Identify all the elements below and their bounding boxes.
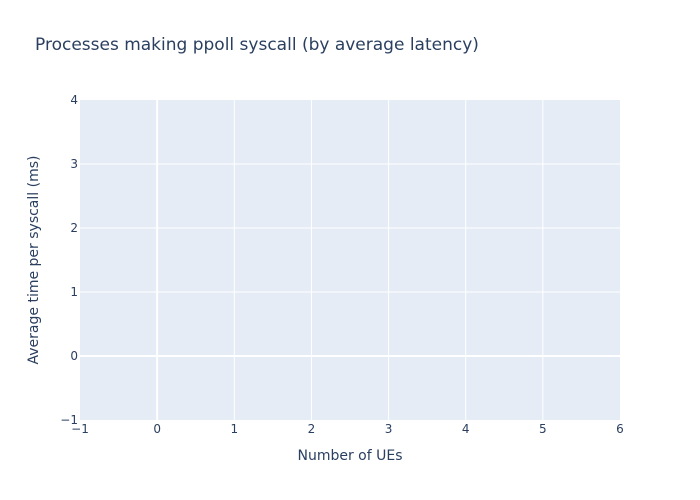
x-tick-label: 2 (308, 422, 316, 436)
y-tick-label: 2 (70, 221, 78, 235)
y-tick-label: 1 (70, 285, 78, 299)
x-tick-label: 4 (462, 422, 470, 436)
y-tick-label: −1 (60, 413, 78, 427)
tick-labels: −1 0 1 2 3 4 5 6 −1 0 1 2 3 4 (60, 93, 624, 436)
x-tick-label: 5 (539, 422, 547, 436)
grid-lines (80, 100, 620, 420)
x-axis-title: Number of UEs (297, 448, 402, 464)
y-axis-title: Average time per syscall (ms) (26, 156, 42, 365)
y-tick-label: 4 (70, 93, 78, 107)
x-tick-label: 3 (385, 422, 393, 436)
y-tick-label: 0 (70, 349, 78, 363)
y-tick-label: 3 (70, 157, 78, 171)
plot-area (80, 100, 620, 420)
x-tick-label: 0 (153, 422, 161, 436)
x-tick-label: 6 (616, 422, 624, 436)
x-tick-label: −1 (71, 422, 89, 436)
chart-title: Processes making ppoll syscall (by avera… (35, 35, 479, 55)
x-tick-label: 1 (230, 422, 238, 436)
